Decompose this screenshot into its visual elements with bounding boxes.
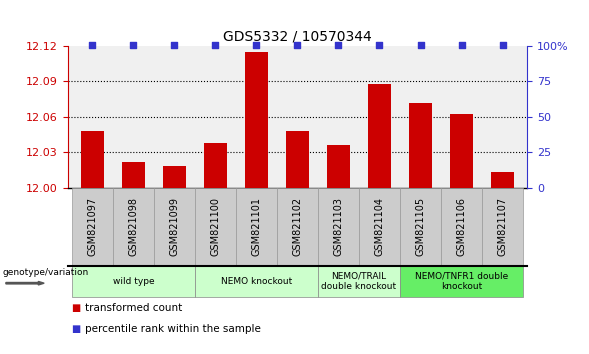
Bar [81,131,104,188]
Point [334,42,343,48]
Text: GSM821104: GSM821104 [375,197,385,256]
Bar [450,114,473,188]
Bar [409,103,432,188]
Bar [204,143,227,188]
Bar [122,162,145,188]
Text: GSM821103: GSM821103 [333,197,343,256]
Text: NEMO knockout: NEMO knockout [221,277,292,286]
Text: wild type: wild type [112,277,154,286]
Bar [368,84,391,188]
Text: genotype/variation: genotype/variation [3,268,89,277]
Point [211,42,220,48]
Text: GSM821101: GSM821101 [252,197,262,256]
Bar [245,52,268,188]
Point [252,42,261,48]
Text: GSM821098: GSM821098 [128,197,138,256]
Text: GSM821105: GSM821105 [415,197,425,256]
Point [375,42,384,48]
Point [128,42,138,48]
Bar [491,172,514,188]
Point [88,42,97,48]
Point [170,42,179,48]
Bar [286,131,309,188]
Text: GSM821097: GSM821097 [87,197,97,256]
Text: transformed count: transformed count [85,303,183,313]
Text: GSM821100: GSM821100 [210,197,220,256]
Text: GSM821106: GSM821106 [456,197,466,256]
Bar [163,166,186,188]
Text: NEMO/TRAIL
double knockout: NEMO/TRAIL double knockout [322,272,396,291]
Point [293,42,302,48]
Text: ■: ■ [71,324,80,334]
Title: GDS5332 / 10570344: GDS5332 / 10570344 [223,29,372,44]
Point [457,42,466,48]
Text: ■: ■ [71,303,80,313]
Text: GSM821107: GSM821107 [498,197,508,256]
Text: percentile rank within the sample: percentile rank within the sample [85,324,262,334]
Text: NEMO/TNFR1 double
knockout: NEMO/TNFR1 double knockout [415,272,508,291]
Point [498,42,507,48]
Text: GSM821102: GSM821102 [293,197,302,256]
Bar [327,145,350,188]
Text: GSM821099: GSM821099 [170,197,180,256]
Point [416,42,425,48]
